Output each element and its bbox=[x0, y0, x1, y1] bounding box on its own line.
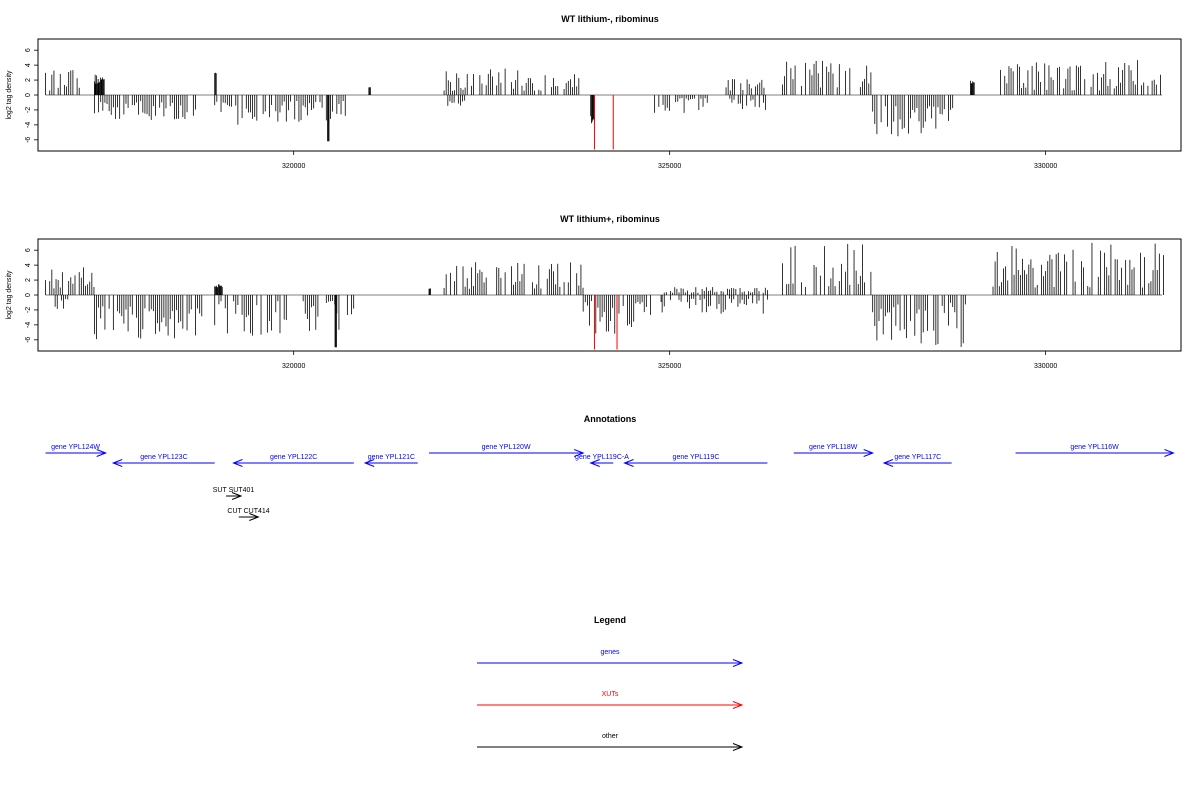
feature-label: CUT CUT414 bbox=[227, 508, 269, 515]
y-tick-label: 2 bbox=[25, 78, 32, 82]
arrowhead bbox=[589, 459, 600, 467]
arrowhead bbox=[732, 701, 744, 709]
y-tick-label: -6 bbox=[25, 137, 32, 143]
gene-label: gene YPL119C bbox=[673, 454, 720, 461]
y-tick-label: 0 bbox=[25, 293, 32, 297]
legend-entry-label: other bbox=[602, 733, 619, 740]
legend-entry-label: genes bbox=[600, 649, 620, 656]
arrowhead bbox=[573, 449, 585, 457]
axes: 320000 325000 330000 6 4 2 0 -2 -4 -6 bbox=[25, 48, 1057, 170]
y-tick-label: 4 bbox=[25, 63, 32, 67]
gene-label: gene YPL117C bbox=[894, 454, 941, 461]
arrowhead bbox=[623, 459, 634, 467]
y-tick-label: -6 bbox=[25, 337, 32, 343]
density-panel-lithium-plus: WT lithium+, ribominus log2 tag density … bbox=[6, 214, 1182, 370]
arrowhead bbox=[882, 459, 894, 467]
gene-label: gene YPL119C-A bbox=[575, 454, 629, 461]
gene-label: gene YPL122C bbox=[270, 454, 317, 461]
arrowhead bbox=[249, 513, 260, 521]
y-tick-label: 6 bbox=[25, 48, 32, 52]
gene-label: gene YPL121C bbox=[368, 454, 415, 461]
annotations-title: Annotations bbox=[584, 414, 637, 424]
x-tick-label: 325000 bbox=[658, 363, 681, 370]
legend-entries: genes XUTs other bbox=[477, 649, 744, 751]
arrowhead bbox=[111, 459, 123, 467]
arrowhead bbox=[231, 492, 243, 500]
panel-title: WT lithium-, ribominus bbox=[561, 14, 659, 24]
bar-series bbox=[45, 60, 1163, 150]
y-tick-label: 6 bbox=[25, 248, 32, 252]
gene-label: gene YPL123C bbox=[140, 454, 187, 461]
annotation-features: gene YPL124W gene YPL123C gene YPL122C gene… bbox=[45, 444, 1175, 521]
y-tick-label: 4 bbox=[25, 263, 32, 267]
panel-title: WT lithium+, ribominus bbox=[560, 214, 660, 224]
y-tick-label: -2 bbox=[25, 107, 32, 113]
x-tick-label: 320000 bbox=[282, 363, 305, 370]
arrowhead bbox=[732, 659, 744, 667]
legend-entry-label: XUTs bbox=[602, 691, 619, 698]
y-tick-label: -4 bbox=[25, 322, 32, 328]
y-tick-label: -2 bbox=[25, 307, 32, 313]
arrowhead bbox=[96, 449, 108, 457]
gene-label: gene YPL118W bbox=[809, 444, 858, 451]
arrowhead bbox=[363, 459, 375, 467]
y-tick-label: 2 bbox=[25, 278, 32, 282]
legend-title: Legend bbox=[594, 615, 626, 625]
x-tick-label: 325000 bbox=[658, 163, 681, 170]
feature-label: SUT SUT401 bbox=[213, 487, 255, 494]
density-panel-lithium-minus: WT lithium-, ribominus log2 tag density … bbox=[6, 14, 1182, 170]
y-tick-label: -4 bbox=[25, 122, 32, 128]
arrowhead bbox=[232, 459, 243, 467]
x-tick-label: 330000 bbox=[1034, 163, 1057, 170]
arrowhead bbox=[1164, 449, 1175, 457]
gene-label: gene YPL124W bbox=[51, 444, 100, 451]
bar-series bbox=[45, 242, 1164, 350]
x-tick-label: 320000 bbox=[282, 163, 305, 170]
y-tick-label: 0 bbox=[25, 93, 32, 97]
gene-label: gene YPL120W bbox=[482, 444, 531, 451]
legend: Legend genes XUTs other bbox=[477, 615, 744, 751]
gene-label: gene YPL116W bbox=[1070, 444, 1119, 451]
arrowhead bbox=[732, 743, 744, 751]
x-tick-label: 330000 bbox=[1034, 363, 1057, 370]
y-axis-label: log2 tag density bbox=[6, 270, 13, 320]
arrowhead bbox=[863, 449, 875, 457]
axes: 320000 325000 330000 6 4 2 0 -2 -4 -6 bbox=[25, 248, 1057, 370]
y-axis-label: log2 tag density bbox=[6, 70, 13, 120]
